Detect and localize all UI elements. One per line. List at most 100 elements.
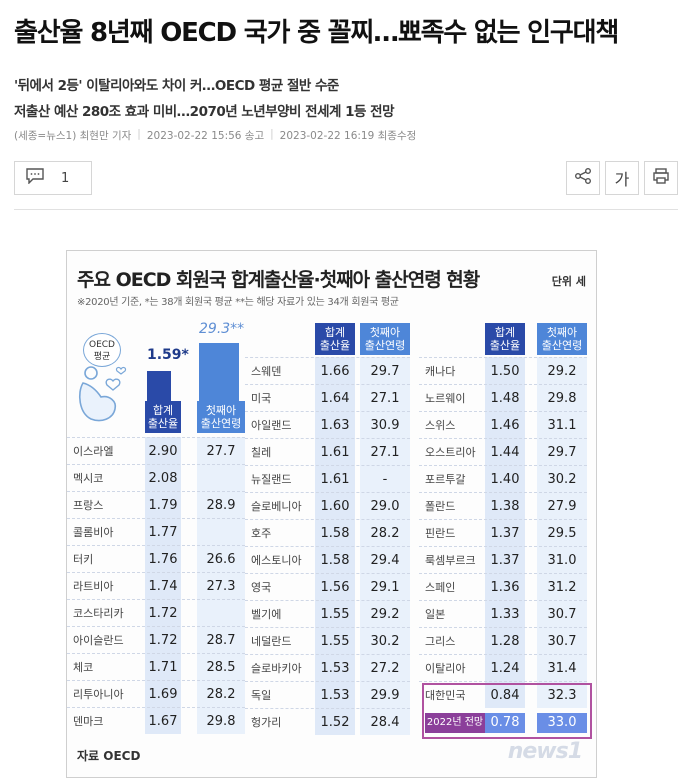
country-name: 체코 — [73, 661, 94, 674]
fertility-value: 2.08 — [148, 470, 178, 486]
fertility-value: 1.40 — [490, 471, 520, 487]
age-value: 29.0 — [370, 498, 400, 514]
table-row: 핀란드 1.37 29.5 — [419, 519, 587, 546]
share-button[interactable] — [566, 161, 600, 195]
country-name: 슬로베니아 — [251, 500, 302, 513]
fertility-column-bg — [145, 437, 181, 734]
comment-count: 1 — [61, 170, 70, 186]
country-name: 네덜란드 — [251, 635, 292, 648]
country-name: 미국 — [251, 392, 272, 405]
country-name: 스웨덴 — [251, 365, 282, 378]
country-name: 노르웨이 — [425, 392, 466, 405]
table-row: 터키 1.76 26.6 — [67, 545, 245, 572]
age-value: 29.7 — [370, 363, 400, 379]
header-fertility-mid: 합계 출산율 — [315, 323, 355, 355]
country-name: 일본 — [425, 608, 446, 621]
korea-projection-badge: 2022년 전망 — [425, 713, 485, 733]
fertility-value: 1.67 — [148, 713, 178, 729]
table-row: 영국 1.56 29.1 — [245, 573, 410, 600]
table-row: 리투아니아 1.69 28.2 — [67, 680, 245, 707]
fertility-value: 1.55 — [320, 606, 350, 622]
table-row: 체코 1.71 28.5 — [67, 653, 245, 680]
oecd-avg-age-bar — [199, 343, 239, 401]
age-value: 27.7 — [206, 443, 236, 459]
country-name: 멕시코 — [73, 472, 104, 485]
fertility-value: 1.46 — [490, 417, 520, 433]
table-row: 대한민국 0.84 32.3 — [419, 681, 587, 708]
fertility-value: 2.90 — [148, 443, 178, 459]
age-value: 29.2 — [547, 363, 577, 379]
fertility-value: 1.38 — [490, 498, 520, 514]
country-name: 콜롬비아 — [73, 526, 114, 539]
oecd-average-label: OECD 평균 — [83, 333, 121, 367]
age-value: 27.1 — [370, 444, 400, 460]
header-line: 출산연령 — [541, 339, 583, 352]
table-row: 룩셈부르크 1.37 31.0 — [419, 546, 587, 573]
table-row: 슬로바키아 1.53 27.2 — [245, 654, 410, 681]
mother-illustration-icon — [73, 363, 143, 437]
fertility-value: 1.56 — [320, 579, 350, 595]
oecd-label-line1: OECD — [89, 340, 115, 350]
header-line: 첫째아 — [546, 326, 578, 339]
fertility-value: 1.63 — [320, 417, 350, 433]
header-age-right: 첫째아 출산연령 — [537, 323, 587, 355]
age-value: 28.2 — [370, 525, 400, 541]
table-row: 이스라엘 2.90 27.7 — [67, 437, 245, 464]
age-value: 32.3 — [547, 687, 577, 703]
country-name: 이스라엘 — [73, 445, 114, 458]
country-name: 코스타리카 — [73, 607, 124, 620]
country-name: 덴마크 — [73, 715, 104, 728]
table-row: 이탈리아 1.24 31.4 — [419, 654, 587, 681]
header-line: 출산율 — [319, 339, 351, 352]
fertility-value: 1.55 — [320, 633, 350, 649]
age-value: 29.8 — [206, 713, 236, 729]
fertility-value: 1.61 — [320, 471, 350, 487]
age-value: 31.2 — [547, 579, 577, 595]
table-row: 헝가리 1.52 28.4 — [245, 708, 410, 735]
fertility-value: 1.66 — [320, 363, 350, 379]
table-row: 라트비아 1.74 27.3 — [67, 572, 245, 599]
table-row: 멕시코 2.08 — [67, 464, 245, 491]
table-row: 노르웨이 1.48 29.8 — [419, 384, 587, 411]
fertility-value: 1.37 — [490, 552, 520, 568]
age-value: - — [382, 471, 388, 487]
age-value: 30.9 — [370, 417, 400, 433]
oecd-avg-fertility-bar — [147, 371, 171, 401]
comment-button[interactable]: 1 — [14, 161, 92, 195]
fertility-value: 1.48 — [490, 390, 520, 406]
modified-time: 2023-02-22 16:19 최종수정 — [279, 130, 417, 142]
age-value: 29.7 — [547, 444, 577, 460]
news1-logo: news1 — [507, 739, 583, 764]
country-name: 라트비아 — [73, 580, 114, 593]
country-name: 벨기에 — [251, 608, 282, 621]
fertility-value: 1.72 — [148, 632, 178, 648]
table-row: 덴마크 1.67 29.8 — [67, 707, 245, 734]
country-name: 오스트리아 — [425, 446, 476, 459]
country-name: 프랑스 — [73, 499, 104, 512]
font-size-button[interactable]: 가 — [605, 161, 639, 195]
article-subtitle-1: '뒤에서 2등' 이탈리아와도 차이 커…OECD 평균 절반 수준 — [14, 78, 339, 94]
country-name: 영국 — [251, 581, 272, 594]
print-button[interactable] — [644, 161, 678, 195]
table-row: 미국 1.64 27.1 — [245, 384, 410, 411]
header-fertility-left: 합계 출산율 — [145, 401, 181, 433]
table-row: 슬로베니아 1.60 29.0 — [245, 492, 410, 519]
fertility-value: 1.44 — [490, 444, 520, 460]
header-line: 출산연령 — [200, 417, 242, 430]
age-value: 30.7 — [547, 633, 577, 649]
country-name: 헝가리 — [251, 716, 282, 729]
country-name: 뉴질랜드 — [251, 473, 292, 486]
age-value: 28.5 — [206, 659, 236, 675]
country-name: 리투아니아 — [73, 688, 124, 701]
table-row: 아이슬란드 1.72 28.7 — [67, 626, 245, 653]
table-row: 포르투갈 1.40 30.2 — [419, 465, 587, 492]
fertility-column-bg — [485, 357, 525, 708]
fertility-value: 1.28 — [490, 633, 520, 649]
meta-separator: | — [270, 128, 274, 140]
table-row: 캐나다 1.50 29.2 — [419, 357, 587, 384]
age-value: 29.9 — [370, 687, 400, 703]
share-icon — [574, 167, 592, 189]
fertility-value: 1.24 — [490, 660, 520, 676]
fertility-value: 1.37 — [490, 525, 520, 541]
print-icon — [652, 167, 670, 189]
